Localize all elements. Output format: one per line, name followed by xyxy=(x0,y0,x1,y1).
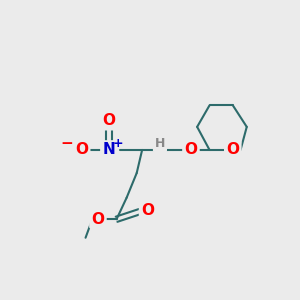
Text: N: N xyxy=(102,142,115,158)
Text: −: − xyxy=(61,136,73,151)
Text: O: O xyxy=(92,212,104,227)
Text: O: O xyxy=(102,113,115,128)
Text: O: O xyxy=(75,142,88,158)
Text: O: O xyxy=(141,202,154,217)
Text: O: O xyxy=(184,142,197,158)
Text: +: + xyxy=(113,137,123,150)
Text: H: H xyxy=(155,137,165,150)
Text: O: O xyxy=(226,142,239,158)
